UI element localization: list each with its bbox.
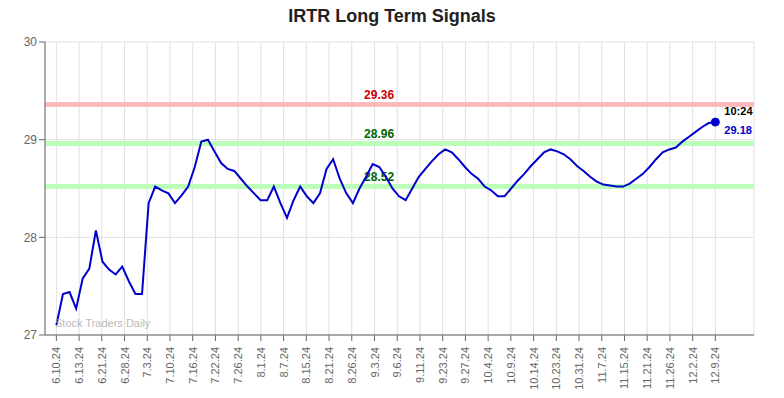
svg-text:8.1.24: 8.1.24 bbox=[255, 347, 267, 378]
svg-text:6.13.24: 6.13.24 bbox=[73, 347, 85, 384]
svg-text:7.16.24: 7.16.24 bbox=[187, 347, 199, 384]
svg-text:28.96: 28.96 bbox=[364, 127, 394, 141]
svg-text:6.28.24: 6.28.24 bbox=[119, 347, 131, 384]
svg-text:10.14.24: 10.14.24 bbox=[528, 347, 540, 390]
svg-text:11.21.24: 11.21.24 bbox=[641, 347, 653, 389]
svg-text:7.22.24: 7.22.24 bbox=[209, 347, 221, 384]
svg-text:7.10.24: 7.10.24 bbox=[164, 347, 176, 384]
svg-text:28.52: 28.52 bbox=[364, 169, 395, 184]
svg-text:8.7.24: 8.7.24 bbox=[278, 347, 290, 378]
svg-text:6.21.24: 6.21.24 bbox=[96, 347, 108, 384]
svg-text:12.2.24: 12.2.24 bbox=[687, 347, 699, 384]
svg-text:10.9.24: 10.9.24 bbox=[505, 347, 517, 384]
svg-text:27: 27 bbox=[24, 328, 38, 342]
svg-text:28: 28 bbox=[24, 231, 38, 245]
svg-text:12.9.24: 12.9.24 bbox=[709, 347, 721, 384]
svg-text:10.23.24: 10.23.24 bbox=[550, 347, 562, 390]
html-text:IRTR Long Term Signals: IRTR Long Term Signals bbox=[288, 6, 496, 26]
svg-text:7.26.24: 7.26.24 bbox=[232, 347, 244, 384]
svg-text:29.36: 29.36 bbox=[364, 88, 394, 102]
svg-text:9.27.24: 9.27.24 bbox=[459, 347, 471, 384]
svg-text:10.4.24: 10.4.24 bbox=[482, 347, 494, 384]
svg-text:6.10.24: 6.10.24 bbox=[50, 347, 62, 384]
svg-text:8.26.24: 8.26.24 bbox=[346, 347, 358, 384]
svg-text:8.21.24: 8.21.24 bbox=[323, 347, 335, 384]
svg-text:9.11.24: 9.11.24 bbox=[414, 347, 426, 383]
svg-text:10.31.24: 10.31.24 bbox=[573, 347, 585, 390]
svg-text:29: 29 bbox=[24, 133, 38, 147]
svg-text:8.15.24: 8.15.24 bbox=[300, 347, 312, 384]
svg-text:11.26.24: 11.26.24 bbox=[664, 347, 676, 389]
svg-text:30: 30 bbox=[24, 35, 38, 49]
svg-text:29.18: 29.18 bbox=[724, 124, 752, 136]
svg-text:7.3.24: 7.3.24 bbox=[141, 347, 153, 378]
html-text:Stock Traders Daily: Stock Traders Daily bbox=[55, 317, 151, 329]
svg-text:10:24: 10:24 bbox=[724, 105, 753, 117]
svg-text:9.23.24: 9.23.24 bbox=[437, 347, 449, 384]
svg-text:11.15.24: 11.15.24 bbox=[618, 347, 630, 389]
svg-text:11.7.24: 11.7.24 bbox=[596, 347, 608, 383]
svg-text:9.6.24: 9.6.24 bbox=[391, 347, 403, 378]
svg-text:9.3.24: 9.3.24 bbox=[369, 347, 381, 378]
